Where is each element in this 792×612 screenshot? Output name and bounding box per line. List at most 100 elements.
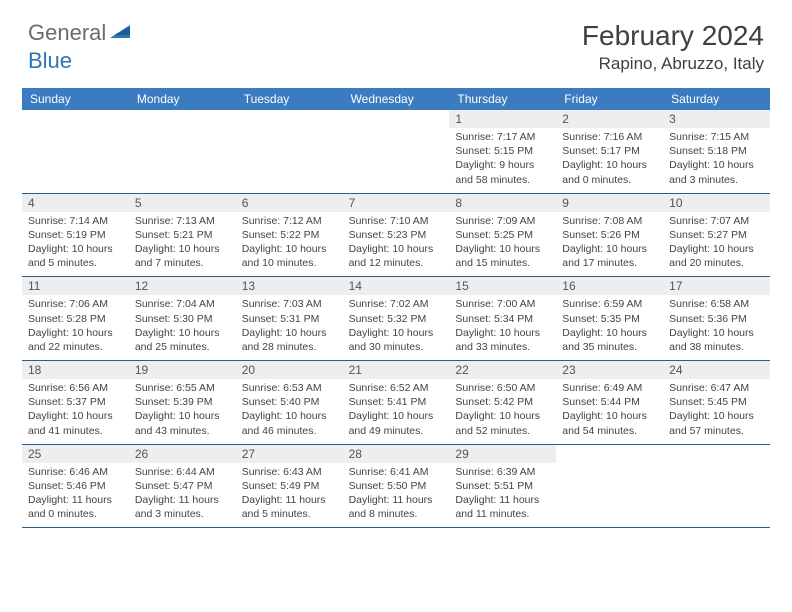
- sunrise-line: Sunrise: 7:17 AM: [455, 130, 550, 144]
- daylight-line: Daylight: 10 hours and 10 minutes.: [242, 242, 337, 270]
- sunset-line: Sunset: 5:35 PM: [562, 312, 657, 326]
- day-info: Sunrise: 6:56 AMSunset: 5:37 PMDaylight:…: [22, 379, 129, 444]
- day-number: 13: [236, 277, 343, 295]
- week-daynum-row: 18192021222324: [22, 361, 770, 379]
- daylight-line: Daylight: 10 hours and 3 minutes.: [669, 158, 764, 186]
- sunrise-line: Sunrise: 6:43 AM: [242, 465, 337, 479]
- day-number: 6: [236, 194, 343, 212]
- daylight-line: Daylight: 10 hours and 41 minutes.: [28, 409, 123, 437]
- day-number: 2: [556, 110, 663, 128]
- day-header-cell: Wednesday: [343, 88, 450, 110]
- sunrise-line: Sunrise: 7:03 AM: [242, 297, 337, 311]
- week-daynum-row: 2526272829: [22, 445, 770, 463]
- empty-info: [236, 128, 343, 193]
- week-info-row: Sunrise: 7:06 AMSunset: 5:28 PMDaylight:…: [22, 295, 770, 361]
- day-info: Sunrise: 6:58 AMSunset: 5:36 PMDaylight:…: [663, 295, 770, 360]
- day-number: 21: [343, 361, 450, 379]
- week-info-row: Sunrise: 7:17 AMSunset: 5:15 PMDaylight:…: [22, 128, 770, 194]
- day-number: 8: [449, 194, 556, 212]
- sunrise-line: Sunrise: 6:50 AM: [455, 381, 550, 395]
- day-number: 22: [449, 361, 556, 379]
- sunrise-line: Sunrise: 6:59 AM: [562, 297, 657, 311]
- sunset-line: Sunset: 5:50 PM: [349, 479, 444, 493]
- day-number: 9: [556, 194, 663, 212]
- day-info: Sunrise: 7:06 AMSunset: 5:28 PMDaylight:…: [22, 295, 129, 360]
- sunset-line: Sunset: 5:41 PM: [349, 395, 444, 409]
- sunset-line: Sunset: 5:28 PM: [28, 312, 123, 326]
- day-number: 17: [663, 277, 770, 295]
- day-info: Sunrise: 6:55 AMSunset: 5:39 PMDaylight:…: [129, 379, 236, 444]
- sunset-line: Sunset: 5:46 PM: [28, 479, 123, 493]
- daylight-line: Daylight: 10 hours and 22 minutes.: [28, 326, 123, 354]
- sunrise-line: Sunrise: 6:46 AM: [28, 465, 123, 479]
- daylight-line: Daylight: 10 hours and 0 minutes.: [562, 158, 657, 186]
- empty-cell: [343, 110, 450, 128]
- sunset-line: Sunset: 5:47 PM: [135, 479, 230, 493]
- day-info: Sunrise: 7:17 AMSunset: 5:15 PMDaylight:…: [449, 128, 556, 193]
- week-daynum-row: 11121314151617: [22, 277, 770, 295]
- day-number: 3: [663, 110, 770, 128]
- month-title: February 2024: [582, 20, 764, 52]
- daylight-line: Daylight: 11 hours and 3 minutes.: [135, 493, 230, 521]
- day-number: 20: [236, 361, 343, 379]
- day-info: Sunrise: 7:16 AMSunset: 5:17 PMDaylight:…: [556, 128, 663, 193]
- sunset-line: Sunset: 5:32 PM: [349, 312, 444, 326]
- day-number: 1: [449, 110, 556, 128]
- daylight-line: Daylight: 10 hours and 52 minutes.: [455, 409, 550, 437]
- day-header-cell: Thursday: [449, 88, 556, 110]
- day-number: 14: [343, 277, 450, 295]
- sunrise-line: Sunrise: 7:08 AM: [562, 214, 657, 228]
- sunrise-line: Sunrise: 7:13 AM: [135, 214, 230, 228]
- sunset-line: Sunset: 5:42 PM: [455, 395, 550, 409]
- empty-cell: [236, 110, 343, 128]
- sunrise-line: Sunrise: 7:14 AM: [28, 214, 123, 228]
- sunset-line: Sunset: 5:45 PM: [669, 395, 764, 409]
- sunset-line: Sunset: 5:19 PM: [28, 228, 123, 242]
- day-info: Sunrise: 6:53 AMSunset: 5:40 PMDaylight:…: [236, 379, 343, 444]
- day-header-cell: Tuesday: [236, 88, 343, 110]
- day-info: Sunrise: 7:15 AMSunset: 5:18 PMDaylight:…: [663, 128, 770, 193]
- day-number: 7: [343, 194, 450, 212]
- empty-info: [22, 128, 129, 193]
- sunrise-line: Sunrise: 7:09 AM: [455, 214, 550, 228]
- week-info-row: Sunrise: 6:46 AMSunset: 5:46 PMDaylight:…: [22, 463, 770, 529]
- day-number: 27: [236, 445, 343, 463]
- daylight-line: Daylight: 10 hours and 49 minutes.: [349, 409, 444, 437]
- sunrise-line: Sunrise: 6:49 AM: [562, 381, 657, 395]
- day-info: Sunrise: 7:08 AMSunset: 5:26 PMDaylight:…: [556, 212, 663, 277]
- day-number: 19: [129, 361, 236, 379]
- day-header-cell: Saturday: [663, 88, 770, 110]
- sunset-line: Sunset: 5:21 PM: [135, 228, 230, 242]
- daylight-line: Daylight: 10 hours and 57 minutes.: [669, 409, 764, 437]
- sunrise-line: Sunrise: 7:00 AM: [455, 297, 550, 311]
- day-info: Sunrise: 7:07 AMSunset: 5:27 PMDaylight:…: [663, 212, 770, 277]
- daylight-line: Daylight: 10 hours and 30 minutes.: [349, 326, 444, 354]
- day-number: 26: [129, 445, 236, 463]
- sunset-line: Sunset: 5:22 PM: [242, 228, 337, 242]
- day-info: Sunrise: 7:13 AMSunset: 5:21 PMDaylight:…: [129, 212, 236, 277]
- daylight-line: Daylight: 11 hours and 11 minutes.: [455, 493, 550, 521]
- calendar: SundayMondayTuesdayWednesdayThursdayFrid…: [22, 88, 770, 528]
- day-info: Sunrise: 6:59 AMSunset: 5:35 PMDaylight:…: [556, 295, 663, 360]
- sunrise-line: Sunrise: 6:53 AM: [242, 381, 337, 395]
- logo: General: [28, 20, 138, 46]
- day-info: Sunrise: 6:39 AMSunset: 5:51 PMDaylight:…: [449, 463, 556, 528]
- sunset-line: Sunset: 5:31 PM: [242, 312, 337, 326]
- day-number: 15: [449, 277, 556, 295]
- daylight-line: Daylight: 11 hours and 0 minutes.: [28, 493, 123, 521]
- sunset-line: Sunset: 5:37 PM: [28, 395, 123, 409]
- daylight-line: Daylight: 10 hours and 46 minutes.: [242, 409, 337, 437]
- empty-cell: [663, 445, 770, 463]
- day-info: Sunrise: 7:03 AMSunset: 5:31 PMDaylight:…: [236, 295, 343, 360]
- empty-cell: [129, 110, 236, 128]
- day-info: Sunrise: 7:09 AMSunset: 5:25 PMDaylight:…: [449, 212, 556, 277]
- logo-subtext: Blue: [28, 48, 72, 74]
- title-block: February 2024 Rapino, Abruzzo, Italy: [582, 20, 764, 74]
- sunset-line: Sunset: 5:27 PM: [669, 228, 764, 242]
- day-info: Sunrise: 6:41 AMSunset: 5:50 PMDaylight:…: [343, 463, 450, 528]
- day-number: 10: [663, 194, 770, 212]
- sunrise-line: Sunrise: 7:06 AM: [28, 297, 123, 311]
- logo-triangle-icon: [110, 22, 136, 45]
- sunset-line: Sunset: 5:30 PM: [135, 312, 230, 326]
- day-info: Sunrise: 6:49 AMSunset: 5:44 PMDaylight:…: [556, 379, 663, 444]
